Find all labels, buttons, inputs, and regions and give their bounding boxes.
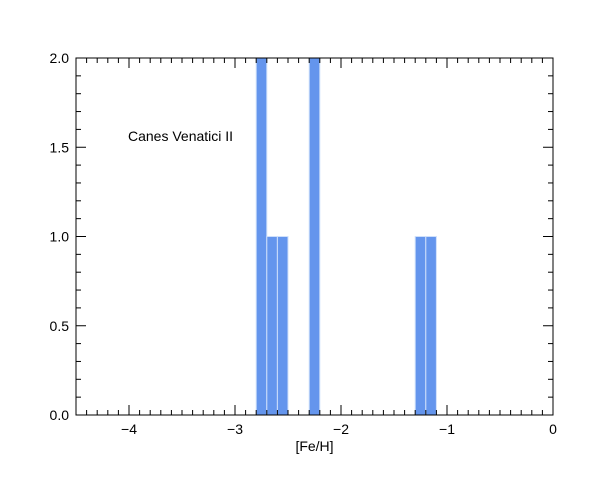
x-tick-label: 0 <box>549 421 557 437</box>
histogram-bar <box>308 57 321 416</box>
y-tick-label: 0.0 <box>50 407 70 423</box>
histogram-bar <box>255 57 268 416</box>
x-tick-label: −1 <box>439 421 455 437</box>
x-tick-label: −2 <box>333 421 349 437</box>
x-axis-label: [Fe/H] <box>295 438 333 454</box>
y-tick-label: 1.5 <box>50 139 70 155</box>
x-tick-label: −4 <box>121 421 137 437</box>
x-tick-labels: −4 −3 −2 −1 0 <box>121 421 557 437</box>
y-tick-label: 2.0 <box>50 50 70 66</box>
x-tick-label: −3 <box>227 421 243 437</box>
histogram-bar <box>266 236 278 416</box>
histogram-bar <box>425 236 437 416</box>
chart-annotation: Canes Venatici II <box>128 128 233 144</box>
y-tick-label: 0.5 <box>50 318 70 334</box>
y-tick-labels: 0.0 0.5 1.0 1.5 2.0 <box>50 50 70 423</box>
y-tick-label: 1.0 <box>50 229 70 245</box>
plot-frame <box>75 57 554 416</box>
histogram-bar <box>414 236 427 416</box>
histogram-bar <box>276 236 289 416</box>
bars-group <box>255 57 437 416</box>
